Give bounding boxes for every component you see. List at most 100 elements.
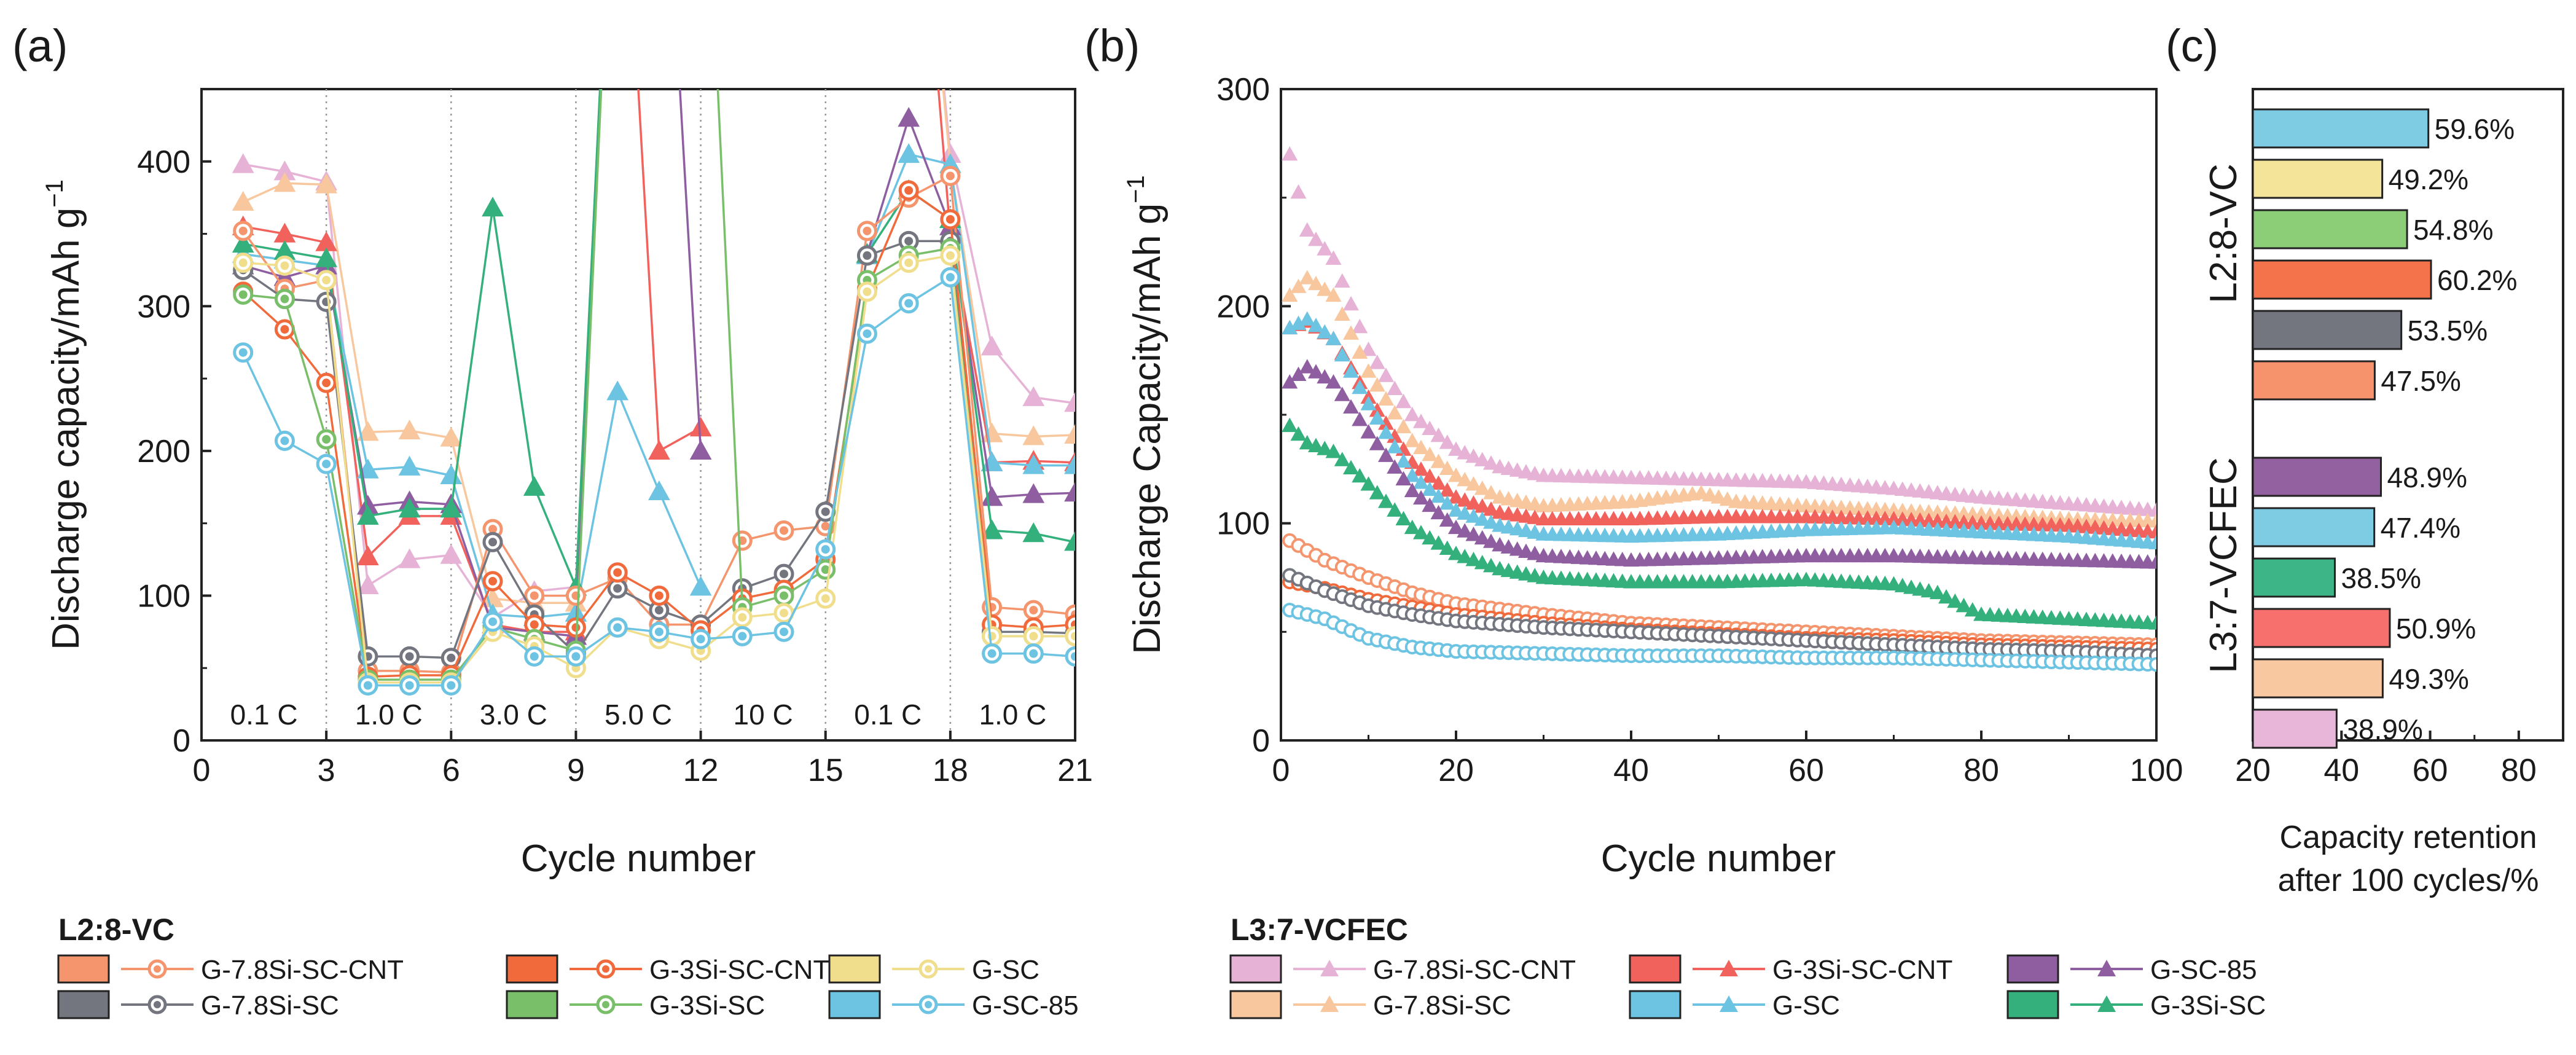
panel-a-point — [1064, 482, 1075, 502]
panel-b-point — [1448, 502, 1464, 517]
panel-c-group-l37: L3:7-VCFEC — [2202, 457, 2245, 673]
panel-a-point — [1022, 483, 1045, 503]
legend-l28: L2:8-VC G-7.8Si-SC-CNT G-3Si-SC-CNT G-SC G-… — [57, 912, 1079, 1021]
retention-bar — [2252, 108, 2430, 149]
panel-b-point — [1395, 471, 1412, 485]
panel-b-point — [1404, 519, 1420, 535]
panel-b-point — [1352, 468, 1368, 483]
panel-b-point — [1448, 489, 1464, 504]
panel-b-point — [1457, 472, 1473, 487]
panel-a-point-core — [1071, 652, 1075, 661]
panel-a-point-core — [780, 591, 788, 600]
panel-a-xtick-label: 12 — [683, 753, 719, 788]
panel-a-point — [898, 143, 920, 163]
panel-a-point — [1022, 386, 1045, 406]
panel-a-point — [315, 173, 337, 194]
panel-b-ytick-label: 300 — [1216, 72, 1270, 108]
retention-bar — [2252, 608, 2391, 648]
panel-b-point — [1439, 460, 1455, 476]
panel-b-xtick-label: 40 — [1613, 753, 1649, 788]
panel-a-point — [1064, 531, 1075, 551]
legend-marker-core — [602, 1001, 609, 1008]
panel-a-point-core — [904, 237, 914, 246]
panel-a-point — [273, 172, 296, 192]
panel-a-point — [398, 548, 421, 568]
panel-a-rate-label: 5.0 C — [605, 699, 672, 731]
panel-b-point — [1387, 459, 1403, 474]
panel-a-point-core — [821, 594, 830, 603]
panel-b-point — [1929, 584, 1946, 600]
panel-a-series-line — [866, 152, 1075, 467]
panel-b-point — [2148, 524, 2156, 539]
panel-a-ytick-label: 300 — [137, 289, 190, 324]
panel-c-xtick-label: 20 — [2235, 753, 2271, 788]
panel-b-point — [1317, 441, 1333, 455]
panel-a-point-core — [1071, 632, 1075, 641]
legend-label: G-7.8Si-SC-CNT — [1373, 955, 1576, 985]
panel-b-point — [1308, 318, 1324, 332]
panel-b-point — [2148, 513, 2156, 528]
panel-c-xtick-label: 40 — [2323, 753, 2359, 788]
panel-a-point-core — [530, 620, 539, 629]
panel-b-point — [1465, 448, 1482, 463]
panel-b-point — [1404, 482, 1420, 498]
panel-b-point — [1483, 485, 1499, 500]
panel-a-point-core — [322, 435, 331, 444]
panel-a-xtick-label: 0 — [193, 753, 211, 788]
panel-a-ytick-label: 100 — [137, 578, 190, 614]
panel-b-point — [1299, 222, 1315, 237]
panel-b-xtick-label: 100 — [2130, 753, 2183, 788]
panel-b-point — [1369, 377, 1385, 392]
panel-b-point — [1448, 441, 1464, 456]
legend-label: G-SC — [972, 955, 1039, 985]
panel-b-point — [1483, 557, 1499, 573]
retention-bar-label: 49.3% — [2389, 663, 2468, 695]
panel-a-series-line — [243, 89, 702, 633]
panel-a-rate-label: 1.0 C — [355, 699, 423, 731]
panel-a-point-core — [821, 545, 830, 554]
legend-label: G-3Si-SC — [2150, 990, 2266, 1021]
retention-bar — [2252, 708, 2338, 749]
panel-a-point-core — [238, 290, 248, 299]
panel-b-point — [1395, 453, 1412, 468]
panel-a-point-core — [363, 681, 372, 690]
retention-bar — [2252, 557, 2336, 598]
panel-a-point — [440, 544, 463, 564]
panel-a-point — [1022, 425, 1045, 445]
panel-a-point-core — [821, 507, 830, 516]
legend-marker-core — [925, 965, 932, 973]
panel-a-point-core — [238, 258, 248, 267]
panel-a-point-core — [488, 525, 497, 534]
panel-a-point — [606, 380, 628, 401]
panel-b-point — [1404, 407, 1420, 422]
panel-c-axes: 20 40 60 80 — [2235, 731, 2537, 788]
panel-b-series — [1282, 146, 2156, 672]
panel-b-point — [1430, 453, 1447, 468]
panel-b-point — [1439, 512, 1455, 527]
retention-bar-label: 47.5% — [2381, 365, 2461, 397]
panel-b-point — [1422, 481, 1438, 496]
panel-b-point — [1378, 415, 1394, 430]
panel-a-point-core — [945, 273, 955, 282]
retention-bar-label: 50.9% — [2396, 613, 2476, 645]
panel-b-point — [1290, 184, 1307, 199]
panel-c-group-l28: L2:8-VC — [2202, 163, 2245, 303]
legend-marker — [1720, 995, 1738, 1012]
legend-swatch — [828, 990, 881, 1019]
legend-label: G-SC-85 — [972, 990, 1079, 1021]
panel-a-point — [232, 190, 254, 211]
panel-b-point — [1483, 533, 1499, 548]
retention-bar — [2252, 658, 2384, 699]
panel-b-point — [1343, 399, 1359, 414]
legend-label: G-7.8Si-SC-CNT — [201, 955, 404, 985]
panel-b-point — [1448, 467, 1464, 482]
panel-a-series-line — [942, 89, 1075, 404]
retention-bar — [2252, 310, 2403, 350]
panel-a-series-line — [937, 89, 1075, 464]
panel-b-point — [1387, 405, 1403, 420]
panel-b-point — [1282, 417, 1298, 433]
legend-marker-core — [602, 965, 609, 973]
panel-a-rate-dividers: 0.1 C 1.0 C 3.0 C 5.0 C 10 C 0.1 C 1.0 C — [230, 89, 1046, 740]
panel-b-point — [1352, 344, 1368, 359]
panel-a-xtick-label: 3 — [318, 753, 335, 788]
